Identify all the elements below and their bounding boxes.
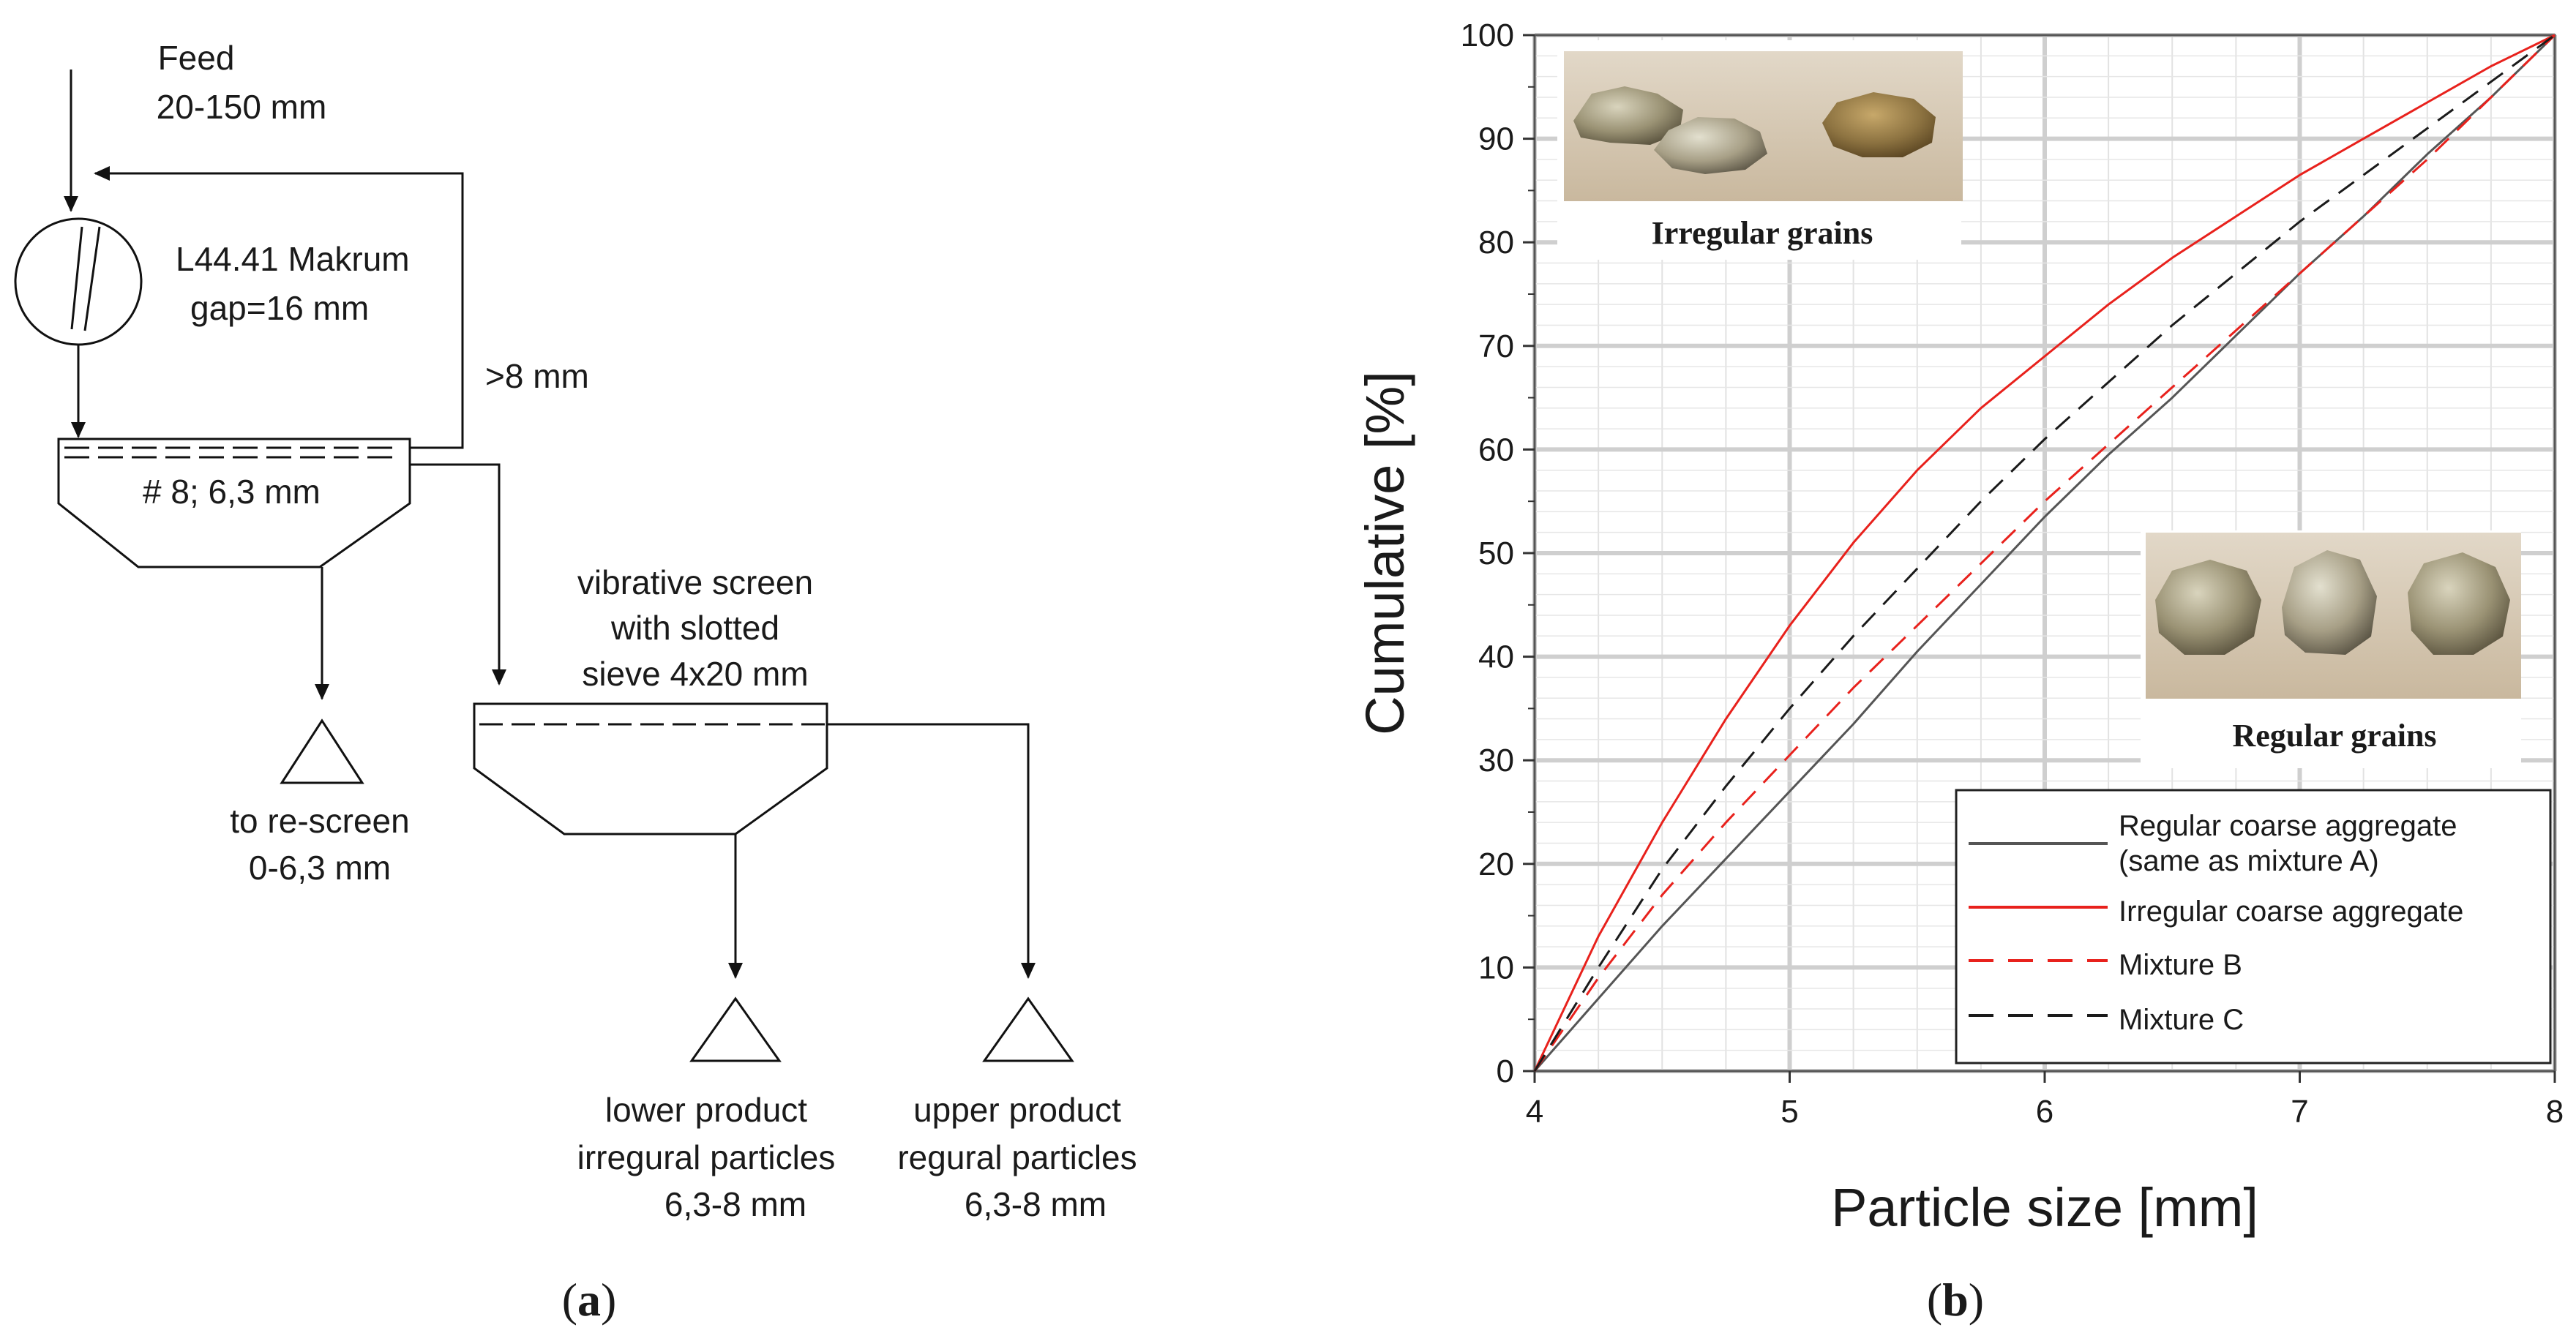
irregular-grain-1 [1573, 86, 1683, 145]
lower-product-label-1: lower product [605, 1091, 807, 1129]
y-tick-label: 40 [1478, 639, 1514, 675]
x-tick-label: 6 [2036, 1094, 2053, 1130]
crusher-jaw-right [83, 226, 101, 331]
chart-legend: Regular coarse aggregate(same as mixture… [1955, 789, 2552, 1064]
vibrative-screen-label-1: vibrative screen [577, 563, 813, 601]
panel-label-a: (a) [562, 1274, 617, 1326]
regular-grains-caption: Regular grains [2232, 718, 2436, 754]
y-tick-label: 10 [1478, 950, 1514, 985]
regular-grain-1 [2155, 560, 2261, 655]
rescreen-label-2: 0-6,3 mm [249, 849, 391, 887]
legend-label-regular-coarse-aggregate: Regular coarse aggregate [2119, 810, 2457, 842]
irregular-grain-3 [1822, 92, 1936, 157]
legend-label-irregular-coarse-aggregate: Irregular coarse aggregate [2119, 895, 2463, 928]
legend-label-mixture-c: Mixture C [2119, 1004, 2244, 1036]
regular-grains-photo: Regular grains [2141, 530, 2521, 768]
feed-label: Feed [158, 39, 235, 77]
irregular-grains-photo: Irregular grains [1557, 40, 1963, 260]
feed-size-label: 20-150 mm [157, 88, 327, 126]
regular-grain-3 [2408, 552, 2510, 655]
x-axis-ticks: 4 5 6 7 8 [1526, 1071, 2564, 1130]
crusher-name-label: L44.41 Makrum [176, 240, 410, 278]
cumulative-chart: 0 10 20 30 40 50 60 70 80 90 100 4 5 6 7 8 Cumulative … [1355, 18, 2564, 1238]
crusher-symbol [14, 217, 143, 346]
upper-product-label-2: regural particles [897, 1138, 1137, 1176]
y-tick-label: 30 [1478, 743, 1514, 778]
chart-series [1533, 34, 2556, 1072]
y-tick-label: 60 [1478, 432, 1514, 468]
recycle-loop-line [94, 166, 464, 449]
vibrative-screen-label-3: sieve 4x20 mm [582, 655, 808, 693]
y-tick-label: 100 [1461, 18, 1514, 53]
y-axis-label: Cumulative [%] [1355, 371, 1415, 735]
crusher-gap-label: gap=16 mm [190, 289, 369, 327]
y-axis-ticks: 0 10 20 30 40 50 60 70 80 90 100 [1461, 18, 1535, 1089]
y-tick-label: 70 [1478, 328, 1514, 364]
irregular-grains-caption: Irregular grains [1652, 215, 1873, 251]
x-tick-label: 8 [2546, 1094, 2564, 1130]
series-line-mixture-b [1533, 34, 2556, 1072]
legend-label-mixture-b: Mixture B [2119, 949, 2242, 981]
upper-product-label-1: upper product [913, 1091, 1121, 1129]
crusher-jaw-left [70, 226, 83, 330]
y-tick-label: 0 [1497, 1054, 1514, 1089]
screen-1-symbol [57, 438, 411, 568]
upper-product-label-3: 6,3-8 mm [965, 1185, 1107, 1223]
upper-product-arrow [827, 723, 1036, 979]
vibrative-screen-label-2: with slotted [610, 609, 779, 647]
lower-product-label-2: irregural particles [577, 1138, 836, 1176]
x-axis-label: Particle size [mm] [1831, 1177, 2258, 1238]
lower-product-label-3: 6,3-8 mm [664, 1185, 806, 1223]
x-tick-label: 4 [1526, 1094, 1543, 1130]
series-line-regular-coarse-aggregate [1533, 34, 2556, 1072]
y-tick-label: 20 [1478, 846, 1514, 882]
upper-product-stockpile-symbol [982, 996, 1074, 1062]
series-line-irregular-coarse-aggregate [1533, 34, 2556, 1072]
rescreen-label-1: to re-screen [230, 802, 409, 840]
legend-box [1955, 789, 2552, 1064]
y-tick-label: 50 [1478, 536, 1514, 571]
regular-grain-2 [2282, 550, 2377, 655]
series-line-mixture-c [1533, 34, 2556, 1072]
y-tick-label: 90 [1478, 121, 1514, 157]
x-tick-label: 7 [2291, 1094, 2308, 1130]
legend-label-regular-coarse-aggregate-line2: (same as mixture A) [2119, 845, 2379, 877]
lower-product-stockpile-symbol [689, 996, 782, 1062]
irregular-grain-2 [1654, 117, 1767, 174]
y-tick-label: 80 [1478, 225, 1514, 260]
recycle-size-label: >8 mm [485, 357, 589, 395]
flowsheet-diagram [14, 70, 1074, 1062]
screen-1-label: # 8; 6,3 mm [143, 473, 321, 511]
panel-label-b: (b) [1927, 1274, 1984, 1326]
screen-1-to-vibrative-arrow [410, 463, 506, 686]
x-tick-label: 5 [1781, 1094, 1798, 1130]
rescreen-stockpile-symbol [280, 718, 364, 784]
